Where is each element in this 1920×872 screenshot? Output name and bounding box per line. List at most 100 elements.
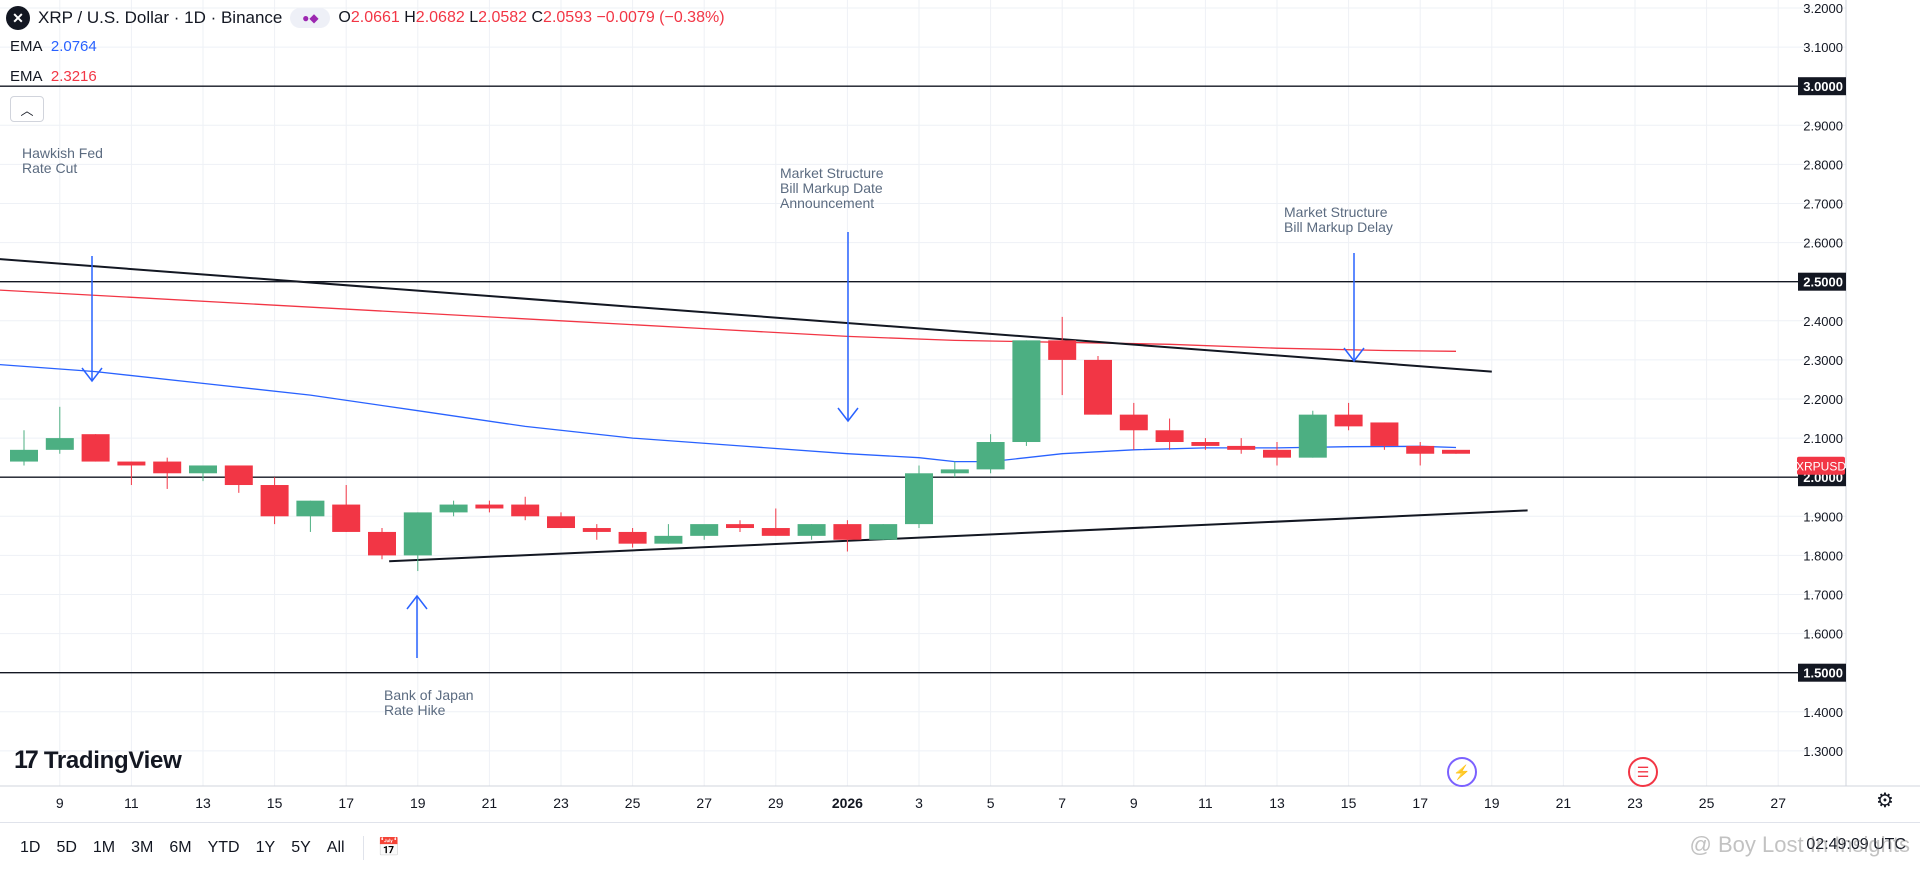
gear-icon[interactable]: ⚙ xyxy=(1876,790,1894,812)
candle xyxy=(117,461,146,486)
candle-body xyxy=(260,485,289,517)
y-tick-label: 1.8000 xyxy=(1803,548,1843,563)
x-tick-label: 23 xyxy=(553,795,569,811)
candle-body xyxy=(869,524,898,540)
annotation-boj: Bank of Japan Rate Hike xyxy=(384,687,474,718)
candle xyxy=(224,465,253,493)
x-tick-label: 19 xyxy=(1484,795,1500,811)
x-tick-label: 25 xyxy=(625,795,641,811)
timeframe-3m[interactable]: 3M xyxy=(131,838,154,856)
candle xyxy=(1084,355,1112,415)
level-price-tag xyxy=(1798,272,1846,291)
candle-body xyxy=(224,465,253,486)
candle-body xyxy=(1119,414,1148,431)
candle-body xyxy=(10,449,38,462)
y-tick-label: 3.0000 xyxy=(1803,79,1843,94)
timeframe-5d[interactable]: 5D xyxy=(56,838,77,856)
candle xyxy=(475,500,504,513)
lightning-event-icon[interactable]: ⚡ xyxy=(1447,757,1477,787)
candle xyxy=(1334,402,1363,431)
candle-body xyxy=(189,465,217,474)
candle xyxy=(332,485,361,532)
divider xyxy=(362,835,364,860)
symbol-options-icon[interactable]: ●◆ xyxy=(290,8,331,28)
x-tick-label: 23 xyxy=(1627,795,1643,811)
candle-body xyxy=(153,461,182,474)
candle xyxy=(654,524,683,544)
y-tick-label: 2.9000 xyxy=(1803,118,1843,133)
candle xyxy=(45,406,74,454)
x-tick-label: 27 xyxy=(696,795,712,811)
candle xyxy=(10,430,38,466)
timeframe-ytd[interactable]: YTD xyxy=(207,838,240,856)
x-tick-label: 15 xyxy=(267,795,283,811)
timeframe-1d[interactable]: 1D xyxy=(20,838,41,856)
price-tag-box xyxy=(1797,456,1845,475)
candle xyxy=(439,500,468,517)
y-tick-label: 2.2000 xyxy=(1803,392,1843,407)
x-tick-label: 25 xyxy=(1699,795,1715,811)
candle xyxy=(153,457,182,489)
horizontal-levels xyxy=(0,85,1846,674)
trendlines xyxy=(0,258,1528,563)
x-tick-label: 19 xyxy=(410,795,426,811)
timeframe-all[interactable]: All xyxy=(326,838,345,856)
annotation-msb-delay: Market Structure Bill Markup Delay xyxy=(1284,204,1393,235)
x-tick-label: 9 xyxy=(1130,795,1138,811)
arrow-hawkish-fed-icon xyxy=(81,256,103,383)
candle-body xyxy=(403,512,432,556)
ema-label: EMA xyxy=(10,68,43,85)
candle-body xyxy=(475,504,504,509)
candle xyxy=(690,524,719,540)
x-tick-label: 3 xyxy=(915,795,923,811)
candle-body xyxy=(81,434,110,462)
candle xyxy=(1406,442,1435,466)
calendar-icon[interactable]: 📅 xyxy=(377,837,400,857)
x-tick-label: 29 xyxy=(768,795,784,811)
x-tick-label: 7 xyxy=(1058,795,1066,811)
timeframe-5y[interactable]: 5Y xyxy=(291,838,311,856)
candle xyxy=(1119,402,1148,450)
timeframe-1m[interactable]: 1M xyxy=(92,838,116,856)
candle xyxy=(1048,316,1077,396)
y-tick-label: 3.1000 xyxy=(1803,40,1843,55)
candle xyxy=(1227,438,1256,454)
x-tick-label: 27 xyxy=(1770,795,1786,811)
candle-body xyxy=(296,500,325,517)
price-chart[interactable]: 3.2000 3.1000 3.0000 2.9000 2.8000 2.7000 2.60… xyxy=(0,0,1920,822)
ema-fast-legend[interactable]: EMA 2.0764 xyxy=(10,38,97,55)
ema-slow-legend[interactable]: EMA 2.3216 xyxy=(10,68,97,85)
ema-value: 2.0764 xyxy=(50,38,97,55)
symbol-title[interactable]: XRP / U.S. Dollar · 1D · Binance xyxy=(38,8,283,27)
x-close-icon[interactable]: ✕ xyxy=(6,6,30,30)
timeframe-1y[interactable]: 1Y xyxy=(255,838,276,856)
candle-body xyxy=(1155,430,1184,443)
x-tick-label: 17 xyxy=(338,795,354,811)
x-tick-label: 13 xyxy=(1269,795,1285,811)
candle-body xyxy=(45,438,74,450)
timeframe-6m[interactable]: 6M xyxy=(169,838,192,856)
candle-body xyxy=(690,524,719,536)
trendline xyxy=(389,509,1528,563)
candle xyxy=(1442,449,1470,454)
candle-body xyxy=(618,531,647,544)
us-flag-event-icon[interactable]: ☰ xyxy=(1628,757,1658,787)
candle-body xyxy=(726,524,754,529)
candle-body xyxy=(1227,445,1256,450)
tv-logo-text: TradingView xyxy=(43,746,182,774)
close-value: 2.0593 xyxy=(543,9,592,26)
x-tick-label: 17 xyxy=(1412,795,1428,811)
candle-body xyxy=(1370,422,1399,446)
collapse-legend-button[interactable]: ︿ xyxy=(10,96,44,122)
candle xyxy=(189,465,217,482)
open-value: 2.0661 xyxy=(350,9,400,26)
candle-body xyxy=(1048,340,1077,360)
arrow-msb-delay-icon xyxy=(1343,253,1365,363)
annotation-msb-date: Market Structure Bill Markup Date Announ… xyxy=(780,165,884,211)
candle-body xyxy=(439,504,468,513)
candle-body xyxy=(905,473,933,525)
x-tick-label: 21 xyxy=(1556,795,1572,811)
utc-clock[interactable]: 02:49:09 UTC xyxy=(1806,836,1906,853)
candle xyxy=(1012,340,1041,446)
y-axis-labels: 3.2000 3.1000 3.0000 2.9000 2.8000 2.7000 2.60… xyxy=(1798,1,1846,759)
